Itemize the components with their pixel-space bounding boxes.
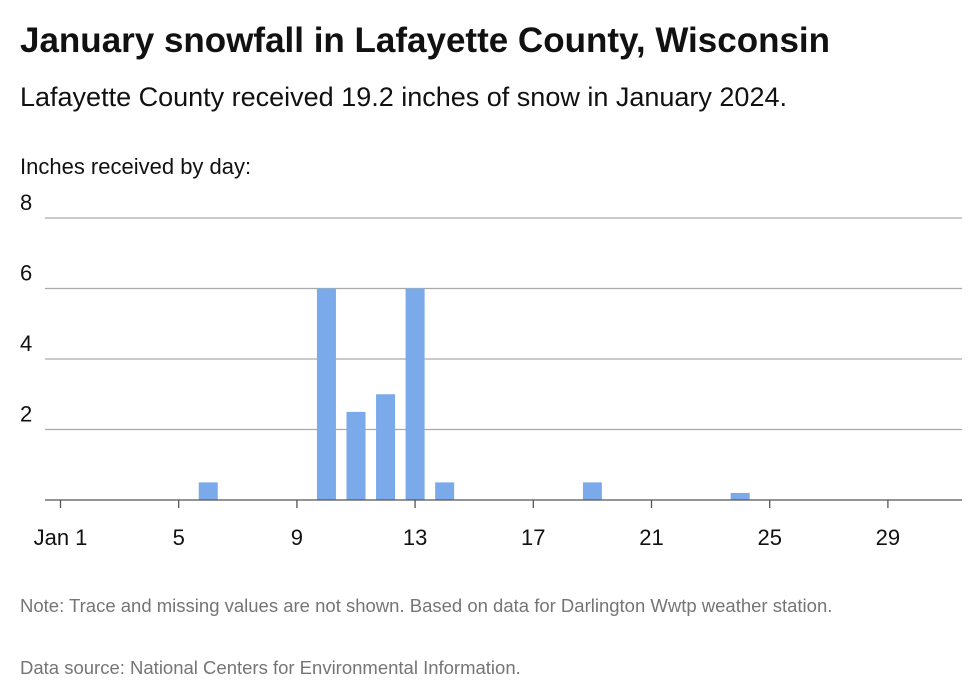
bar-jan-12 xyxy=(376,394,396,500)
bar-jan-14 xyxy=(435,482,455,500)
y-tick-label: 8 xyxy=(20,190,32,215)
x-tick-label: Jan 1 xyxy=(34,525,88,550)
gridlines: 2 4 6 8 xyxy=(20,190,962,431)
y-axis-label: Inches received by day: xyxy=(20,154,252,179)
chart-title: January snowfall in Lafayette County, Wi… xyxy=(20,21,831,60)
x-tick-label: 9 xyxy=(291,525,303,550)
chart-subtitle: Lafayette County received 19.2 inches of… xyxy=(20,82,787,112)
x-tick-label: 13 xyxy=(403,525,427,550)
bar-jan-13 xyxy=(405,288,425,500)
y-tick-label: 2 xyxy=(20,402,32,427)
x-tick-label: 5 xyxy=(173,525,185,550)
bar-jan-24 xyxy=(730,492,750,500)
x-axis: Jan 1 5 9 13 17 21 25 29 xyxy=(34,499,962,550)
bar-jan-10 xyxy=(316,288,336,500)
bars xyxy=(198,288,750,500)
y-tick-label: 6 xyxy=(20,261,32,286)
x-tick-label: 21 xyxy=(639,525,663,550)
bar-jan-6 xyxy=(198,482,218,500)
data-source: Data source: National Centers for Enviro… xyxy=(20,657,521,678)
bar-jan-11 xyxy=(346,411,366,500)
x-tick-label: 29 xyxy=(876,525,900,550)
x-tick-label: 17 xyxy=(521,525,545,550)
chart-note: Note: Trace and missing values are not s… xyxy=(20,595,833,616)
snowfall-bar-chart: 2 4 6 8 Jan 1 5 9 13 17 21 25 29 xyxy=(20,190,962,550)
y-tick-label: 4 xyxy=(20,331,32,356)
x-tick-label: 25 xyxy=(757,525,781,550)
bar-jan-19 xyxy=(582,482,602,500)
